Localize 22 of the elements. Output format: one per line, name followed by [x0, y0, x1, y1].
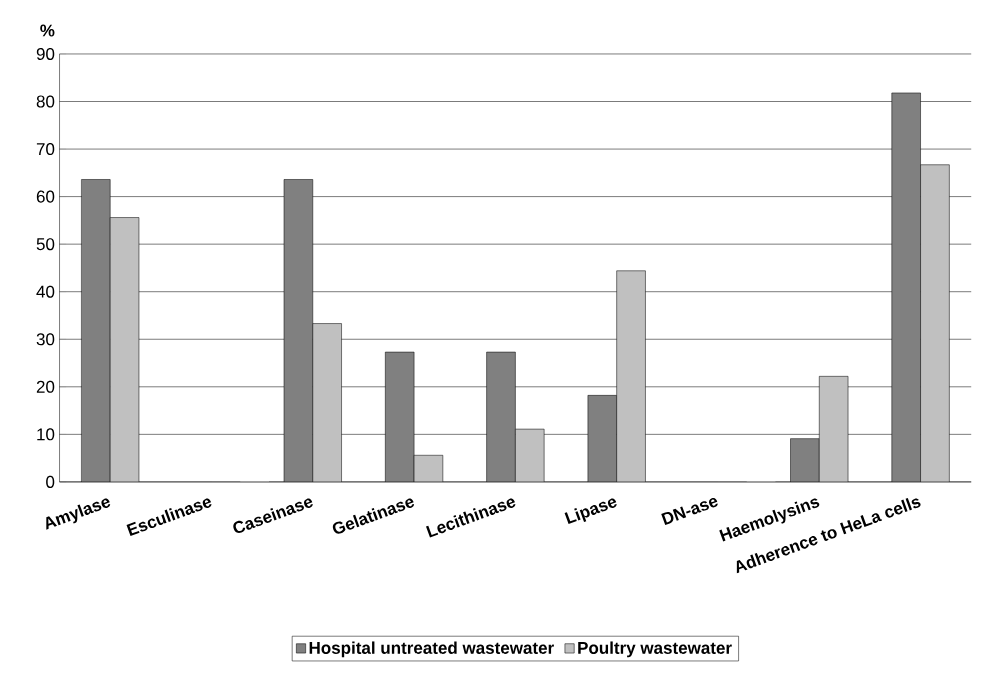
- x-tick-label: DN-ase: [661, 497, 718, 525]
- legend-label: Hospital untreated wastewater: [309, 641, 554, 658]
- y-tick-label: 80: [36, 95, 55, 108]
- bar: [790, 438, 820, 482]
- y-tick-label: 30: [36, 333, 55, 346]
- y-tick-label: 50: [36, 237, 55, 251]
- bar: [587, 394, 617, 482]
- bar: [283, 179, 314, 482]
- y-tick-label: 40: [36, 285, 55, 298]
- bar: [486, 351, 516, 482]
- y-tick-label: 60: [36, 190, 55, 203]
- bar: [891, 92, 921, 482]
- y-tick-label: 0: [46, 475, 55, 488]
- y-tick-label: 10: [37, 428, 55, 441]
- y-tick-label: 90: [36, 47, 55, 60]
- x-tick-label: Lipase: [564, 498, 617, 524]
- y-tick-label: 70: [36, 142, 55, 155]
- y-axis-title: %: [40, 24, 55, 37]
- bar: [81, 179, 111, 482]
- bar: [385, 351, 415, 482]
- legend-label: Poultry wastewater: [578, 641, 732, 658]
- y-tick-label: 20: [36, 380, 55, 393]
